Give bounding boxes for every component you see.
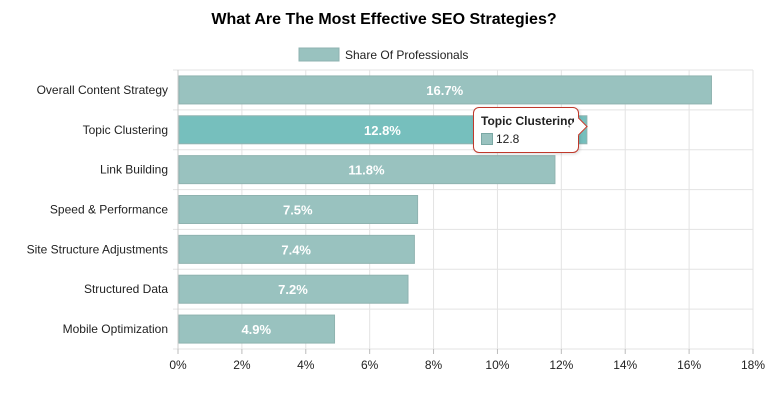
category-labels: Overall Content Strategy Topic Clustering… xyxy=(27,83,169,336)
bar[interactable] xyxy=(178,314,336,344)
data-label: 4.9% xyxy=(241,322,271,337)
chart-title: What Are The Most Effective SEO Strategi… xyxy=(211,11,556,28)
bar[interactable] xyxy=(178,75,712,105)
x-tick-label: 18% xyxy=(741,358,765,372)
tooltip: Topic Clustering 12.8 xyxy=(473,107,588,153)
tooltip-title: Topic Clustering xyxy=(481,114,575,128)
category-label: Link Building xyxy=(100,163,168,177)
x-tick-label: 16% xyxy=(677,358,701,372)
category-label: Site Structure Adjustments xyxy=(27,242,168,256)
x-axis: 0% 2% 4% 6% 8% 10% 12% 14% 16% 18% xyxy=(169,349,765,372)
data-label: 11.8% xyxy=(348,163,385,178)
x-tick-label: 10% xyxy=(485,358,509,372)
x-tick-label: 8% xyxy=(425,358,443,372)
category-label: Structured Data xyxy=(84,282,168,296)
data-label: 16.7% xyxy=(426,83,463,98)
category-label: Topic Clustering xyxy=(83,123,168,137)
legend-label: Share Of Professionals xyxy=(345,48,468,62)
bar[interactable] xyxy=(178,195,419,224)
bar[interactable] xyxy=(178,234,415,264)
category-label: Mobile Optimization xyxy=(63,322,168,336)
x-tick-label: 12% xyxy=(549,358,573,372)
legend[interactable]: Share Of Professionals xyxy=(298,47,468,62)
data-label: 7.2% xyxy=(278,282,308,297)
x-tick-label: 4% xyxy=(297,358,315,372)
x-tick-label: 2% xyxy=(233,358,251,372)
bar[interactable] xyxy=(178,274,409,304)
bars: 16.7% 12.8% 11.8% 7.5% 7.4% 7.2% 4.9% xyxy=(178,75,712,344)
x-tick-label: 6% xyxy=(361,358,379,372)
data-label: 12.8% xyxy=(364,123,401,138)
tooltip-swatch xyxy=(481,133,493,145)
x-tick-label: 0% xyxy=(169,358,187,372)
bar[interactable] xyxy=(178,155,556,185)
x-tick-label: 14% xyxy=(613,358,637,372)
data-label: 7.5% xyxy=(283,203,313,218)
category-label: Speed & Performance xyxy=(50,203,168,217)
tooltip-value: 12.8 xyxy=(496,132,520,146)
data-label: 7.4% xyxy=(281,242,311,257)
tooltip-row: 12.8 xyxy=(481,132,571,146)
legend-swatch xyxy=(298,47,340,62)
category-label: Overall Content Strategy xyxy=(37,83,168,97)
